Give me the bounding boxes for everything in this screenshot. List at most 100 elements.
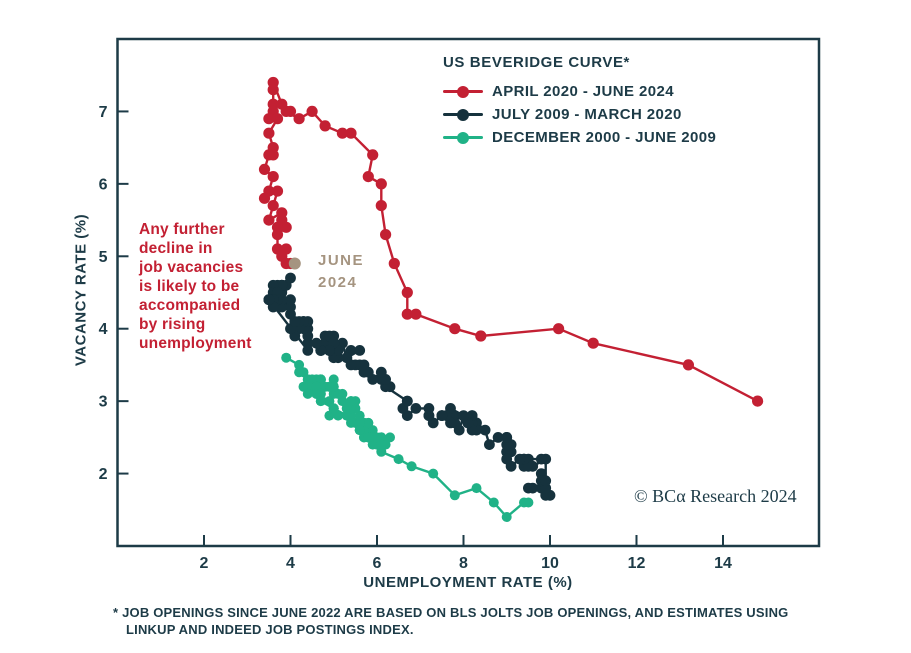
plot-border — [116, 37, 821, 548]
legend-label: JULY 2009 - MARCH 2020 — [492, 106, 682, 123]
bca-research-credit: © BCα Research 2024 — [634, 486, 797, 506]
series-december-2000-june-2009-point — [372, 432, 382, 443]
series-april-2020-june-2024-point — [345, 127, 357, 139]
x-axis-title: UNEMPLOYMENT RATE (%) — [363, 574, 573, 591]
x-axis-tick-label: 2 — [200, 555, 209, 572]
june-2024-label-line: 2024 — [318, 274, 358, 291]
annotation-line: decline in — [139, 240, 213, 257]
series-july-2009-march-2020-point — [501, 432, 513, 443]
series-april-2020-june-2024-point — [263, 127, 275, 139]
series-april-2020-june-2024-point — [336, 127, 348, 139]
series-july-2009-march-2020-point — [285, 294, 296, 306]
series-july-2009-march-2020-point — [285, 272, 296, 284]
series-april-2020-june-2024-point — [367, 149, 379, 161]
y-axis-tick-label: 7 — [99, 104, 108, 121]
series-december-2000-june-2009-point — [298, 367, 309, 378]
series-july-2009-march-2020-point — [358, 359, 370, 371]
series-july-2009-march-2020-point — [354, 345, 366, 356]
series-july-2009-march-2020-point — [453, 424, 465, 436]
series-july-2009-march-2020-point — [535, 453, 547, 465]
series-december-2000-june-2009-point — [363, 432, 374, 443]
series-december-2000-june-2009-point — [363, 417, 374, 428]
y-axis-tick-label: 5 — [99, 249, 108, 266]
series-december-2000-june-2009-point — [501, 512, 512, 522]
series-december-2000-june-2009-point — [328, 374, 339, 385]
series-april-2020-june-2024-point — [682, 359, 695, 371]
y-axis-tick-label: 2 — [99, 466, 108, 483]
y-axis-tick-label: 4 — [99, 321, 108, 338]
series-april-2020-june-2024-point — [263, 214, 275, 226]
series-april-2020-june-2024-point — [587, 337, 599, 349]
series-july-2009-march-2020-point — [540, 475, 552, 487]
series-december-2000-june-2009-point — [328, 388, 339, 399]
series-december-2000-june-2009-point — [376, 439, 387, 450]
footnote-line: * JOB OPENINGS SINCE JUNE 2022 ARE BASED… — [113, 605, 789, 620]
series-july-2009-march-2020-point — [302, 345, 314, 356]
series-july-2009-march-2020-point — [401, 395, 413, 407]
series-december-2000-june-2009-point — [488, 497, 499, 508]
june-2024-label-line: JUNE — [318, 252, 365, 269]
series-december-2000-june-2009-point — [328, 403, 339, 414]
footnote: * JOB OPENINGS SINCE JUNE 2022 ARE BASED… — [113, 604, 788, 638]
series-december-2000-june-2009-point — [294, 359, 305, 370]
x-axis-tick-label: 8 — [459, 555, 468, 572]
chart-title: US BEVERIDGE CURVE* — [443, 54, 630, 71]
series-december-2000-june-2009-point — [354, 425, 365, 436]
june-2024-label: JUNE 2024 — [318, 250, 364, 294]
series-december-2000-june-2009-point — [315, 374, 326, 385]
series-december-2000-june-2009-point — [385, 432, 395, 443]
series-december-2000-june-2009-point — [315, 388, 326, 399]
legend-marker-0 — [443, 85, 483, 98]
y-axis-tick-label: 6 — [99, 176, 108, 193]
legend-item-april-2020-june-2024: APRIL 2020 - JUNE 2024 — [443, 80, 716, 103]
series-april-2020-june-2024-point — [306, 105, 318, 117]
legend-dot-icon — [457, 108, 469, 121]
x-axis-tick-label: 6 — [373, 555, 382, 572]
legend-dot-icon — [457, 85, 469, 98]
series-april-2020-june-2024-point — [271, 113, 284, 125]
series-july-2009-march-2020-point — [263, 294, 275, 306]
series-april-2020-june-2024-point — [401, 308, 413, 320]
x-axis-tick-label: 12 — [628, 555, 646, 572]
legend-label: APRIL 2020 - JUNE 2024 — [492, 83, 674, 100]
x-axis-tick-label: 4 — [286, 555, 295, 572]
series-july-2009-march-2020-point — [514, 453, 526, 465]
series-december-2000-june-2009-point — [354, 417, 365, 428]
series-july-2009-march-2020-point — [410, 403, 422, 414]
annotation-line: unemployment — [139, 335, 252, 352]
series-december-2000-june-2009-point — [406, 461, 417, 472]
annotation-line: is likely to be — [139, 278, 240, 295]
series-april-2020-june-2024-point — [380, 229, 392, 241]
series-april-2020-june-2024-point — [375, 200, 387, 212]
series-december-2000-june-2009-point — [428, 468, 439, 479]
annotation-line: job vacancies — [139, 259, 244, 276]
series-april-2020-june-2024-point — [752, 395, 764, 407]
series-april-2020-june-2024-point — [319, 120, 331, 132]
series-december-2000-june-2009-point — [311, 381, 322, 392]
annotation-line: by rising — [139, 316, 206, 333]
series-july-2009-march-2020-point — [492, 432, 504, 443]
series-april-2020-june-2024-point — [258, 163, 271, 175]
series-april-2020-june-2024-point — [475, 330, 487, 342]
series-july-2009-march-2020-point — [375, 366, 387, 378]
legend-dot-icon — [457, 131, 469, 144]
series-december-2000-june-2009-point — [346, 417, 356, 428]
series-july-2009-march-2020-point — [501, 453, 513, 465]
series-december-2000-june-2009-point — [346, 396, 356, 407]
series-april-2020-june-2024-point — [267, 200, 279, 212]
series-april-2020-june-2024-point — [553, 323, 565, 335]
series-december-2000-june-2009-point — [315, 396, 326, 407]
annotation-line: accompanied — [139, 297, 241, 314]
series-december-2000-june-2009-point — [449, 490, 460, 501]
series-april-2020-june-2024-point — [280, 221, 292, 233]
legend-item-december-2000-june-2009: DECEMBER 2000 - JUNE 2009 — [443, 126, 716, 149]
annotation-text: Any further decline in job vacancies is … — [139, 220, 252, 353]
series-april-2020-june-2024-point — [276, 98, 288, 110]
series-april-2020-june-2024-point — [263, 113, 275, 125]
series-december-2000-june-2009-point — [324, 396, 335, 407]
series-july-2009-march-2020-point — [479, 424, 491, 436]
series-december-2000-june-2009-point — [523, 497, 534, 508]
series-april-2020-june-2024-point — [267, 84, 279, 96]
